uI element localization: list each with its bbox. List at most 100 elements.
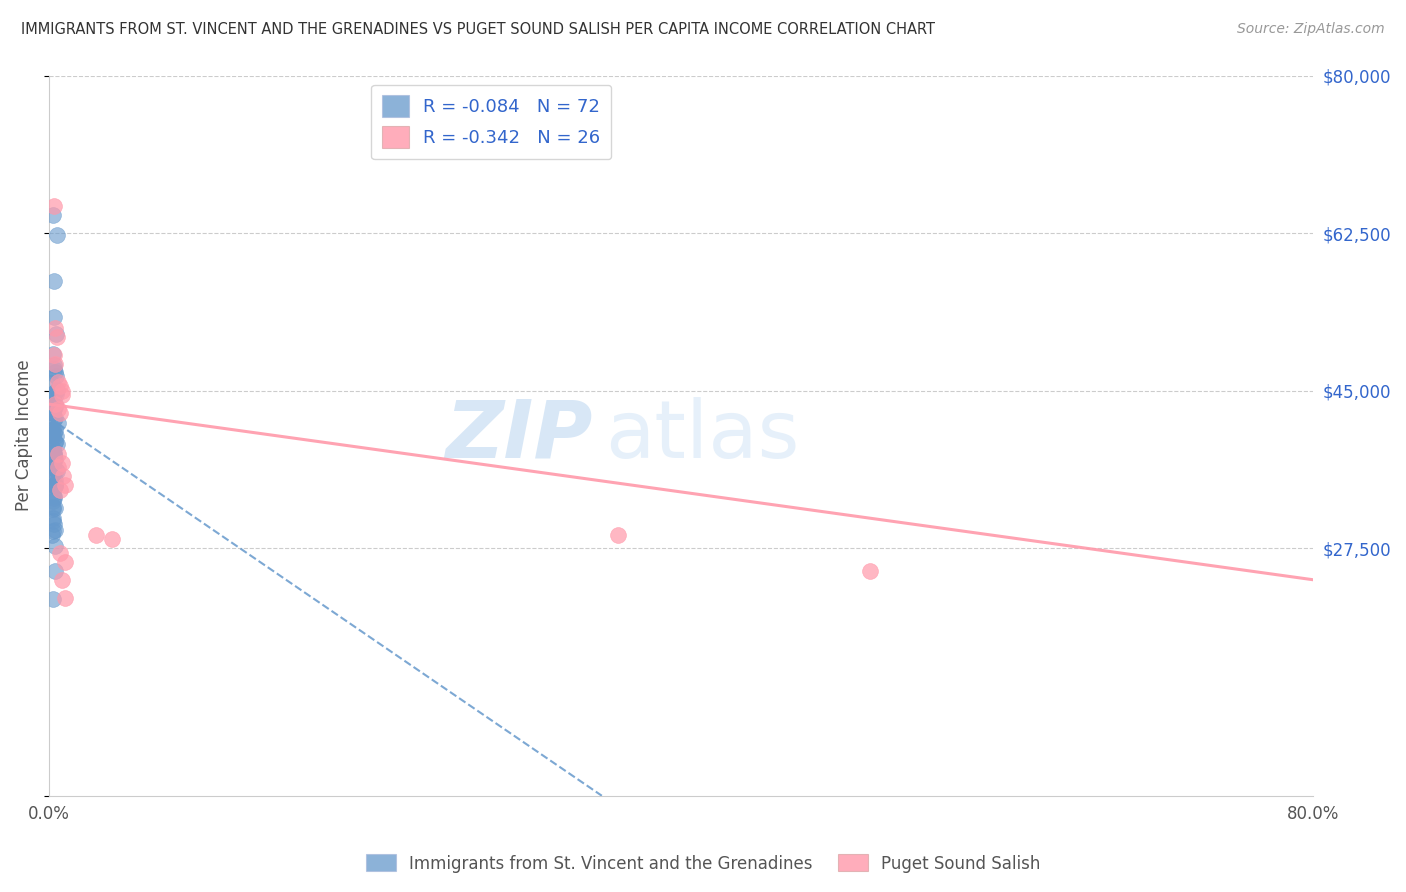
Point [42, 208, 65, 222]
Point [42, 516, 65, 531]
Point [42, 425, 65, 440]
Point [51, 388, 73, 402]
Point [41, 426, 63, 441]
Point [42, 362, 65, 376]
Point [42, 412, 65, 426]
Point [45, 387, 67, 401]
Point [42, 199, 65, 213]
Point [44, 386, 66, 401]
Point [44, 385, 66, 400]
Point [44, 397, 66, 411]
Point [45, 436, 67, 450]
Point [45, 464, 67, 478]
Point [42, 358, 65, 372]
Point [42, 592, 65, 607]
Point [44, 524, 66, 538]
Point [41, 444, 63, 458]
Point [51, 456, 73, 470]
Point [44, 274, 66, 288]
Point [45, 369, 67, 384]
Point [44, 477, 66, 491]
Point [41, 524, 63, 539]
Point [44, 320, 66, 334]
Point [48, 447, 70, 461]
Text: atlas: atlas [605, 397, 800, 475]
Point [51, 384, 73, 398]
Point [44, 479, 66, 493]
Point [48, 401, 70, 416]
Point [44, 452, 66, 467]
Text: IMMIGRANTS FROM ST. VINCENT AND THE GRENADINES VS PUGET SOUND SALISH PER CAPITA : IMMIGRANTS FROM ST. VINCENT AND THE GREN… [21, 22, 935, 37]
Point [41, 428, 63, 442]
Point [42, 500, 65, 514]
Point [44, 474, 66, 488]
Point [41, 466, 63, 480]
Point [44, 501, 66, 516]
Point [42, 310, 65, 324]
Point [51, 573, 73, 587]
Point [53, 478, 76, 492]
Point [48, 460, 70, 475]
Point [42, 450, 65, 464]
Point [44, 447, 66, 461]
Point [86, 527, 108, 541]
Point [44, 479, 66, 493]
Point [44, 400, 66, 414]
Point [42, 514, 65, 528]
Point [859, 564, 882, 578]
Point [101, 532, 124, 546]
Point [606, 527, 628, 541]
Point [45, 227, 67, 242]
Point [44, 365, 66, 379]
Point [44, 435, 66, 450]
Point [41, 347, 63, 361]
Point [42, 464, 65, 478]
Legend: Immigrants from St. Vincent and the Grenadines, Puget Sound Salish: Immigrants from St. Vincent and the Gren… [359, 847, 1047, 880]
Point [42, 403, 65, 417]
Point [42, 455, 65, 469]
Y-axis label: Per Capita Income: Per Capita Income [15, 359, 32, 511]
Point [49, 483, 72, 497]
Point [53, 555, 76, 569]
Point [42, 391, 65, 405]
Point [42, 491, 65, 505]
Point [52, 469, 75, 483]
Text: Source: ZipAtlas.com: Source: ZipAtlas.com [1237, 22, 1385, 37]
Point [44, 357, 66, 371]
Point [42, 442, 65, 456]
Point [46, 416, 69, 430]
Point [44, 410, 66, 425]
Point [41, 423, 63, 437]
Point [41, 376, 63, 391]
Point [42, 494, 65, 508]
Point [45, 329, 67, 343]
Point [42, 406, 65, 420]
Point [44, 423, 66, 437]
Point [42, 487, 65, 501]
Point [44, 478, 66, 492]
Point [45, 428, 67, 442]
Point [42, 449, 65, 463]
Point [41, 392, 63, 406]
Point [42, 422, 65, 436]
Point [49, 379, 72, 393]
Point [41, 528, 63, 542]
Legend: R = -0.084   N = 72, R = -0.342   N = 26: R = -0.084 N = 72, R = -0.342 N = 26 [371, 85, 612, 160]
Point [42, 452, 65, 467]
Point [42, 502, 65, 516]
Point [44, 397, 66, 411]
Point [48, 375, 70, 389]
Point [44, 435, 66, 450]
Point [44, 539, 66, 553]
Point [49, 546, 72, 560]
Point [53, 591, 76, 605]
Point [41, 406, 63, 420]
Text: ZIP: ZIP [444, 397, 592, 475]
Point [45, 327, 67, 342]
Point [45, 383, 67, 397]
Point [49, 406, 72, 420]
Point [42, 511, 65, 525]
Point [45, 463, 67, 477]
Point [42, 459, 65, 474]
Point [44, 564, 66, 578]
